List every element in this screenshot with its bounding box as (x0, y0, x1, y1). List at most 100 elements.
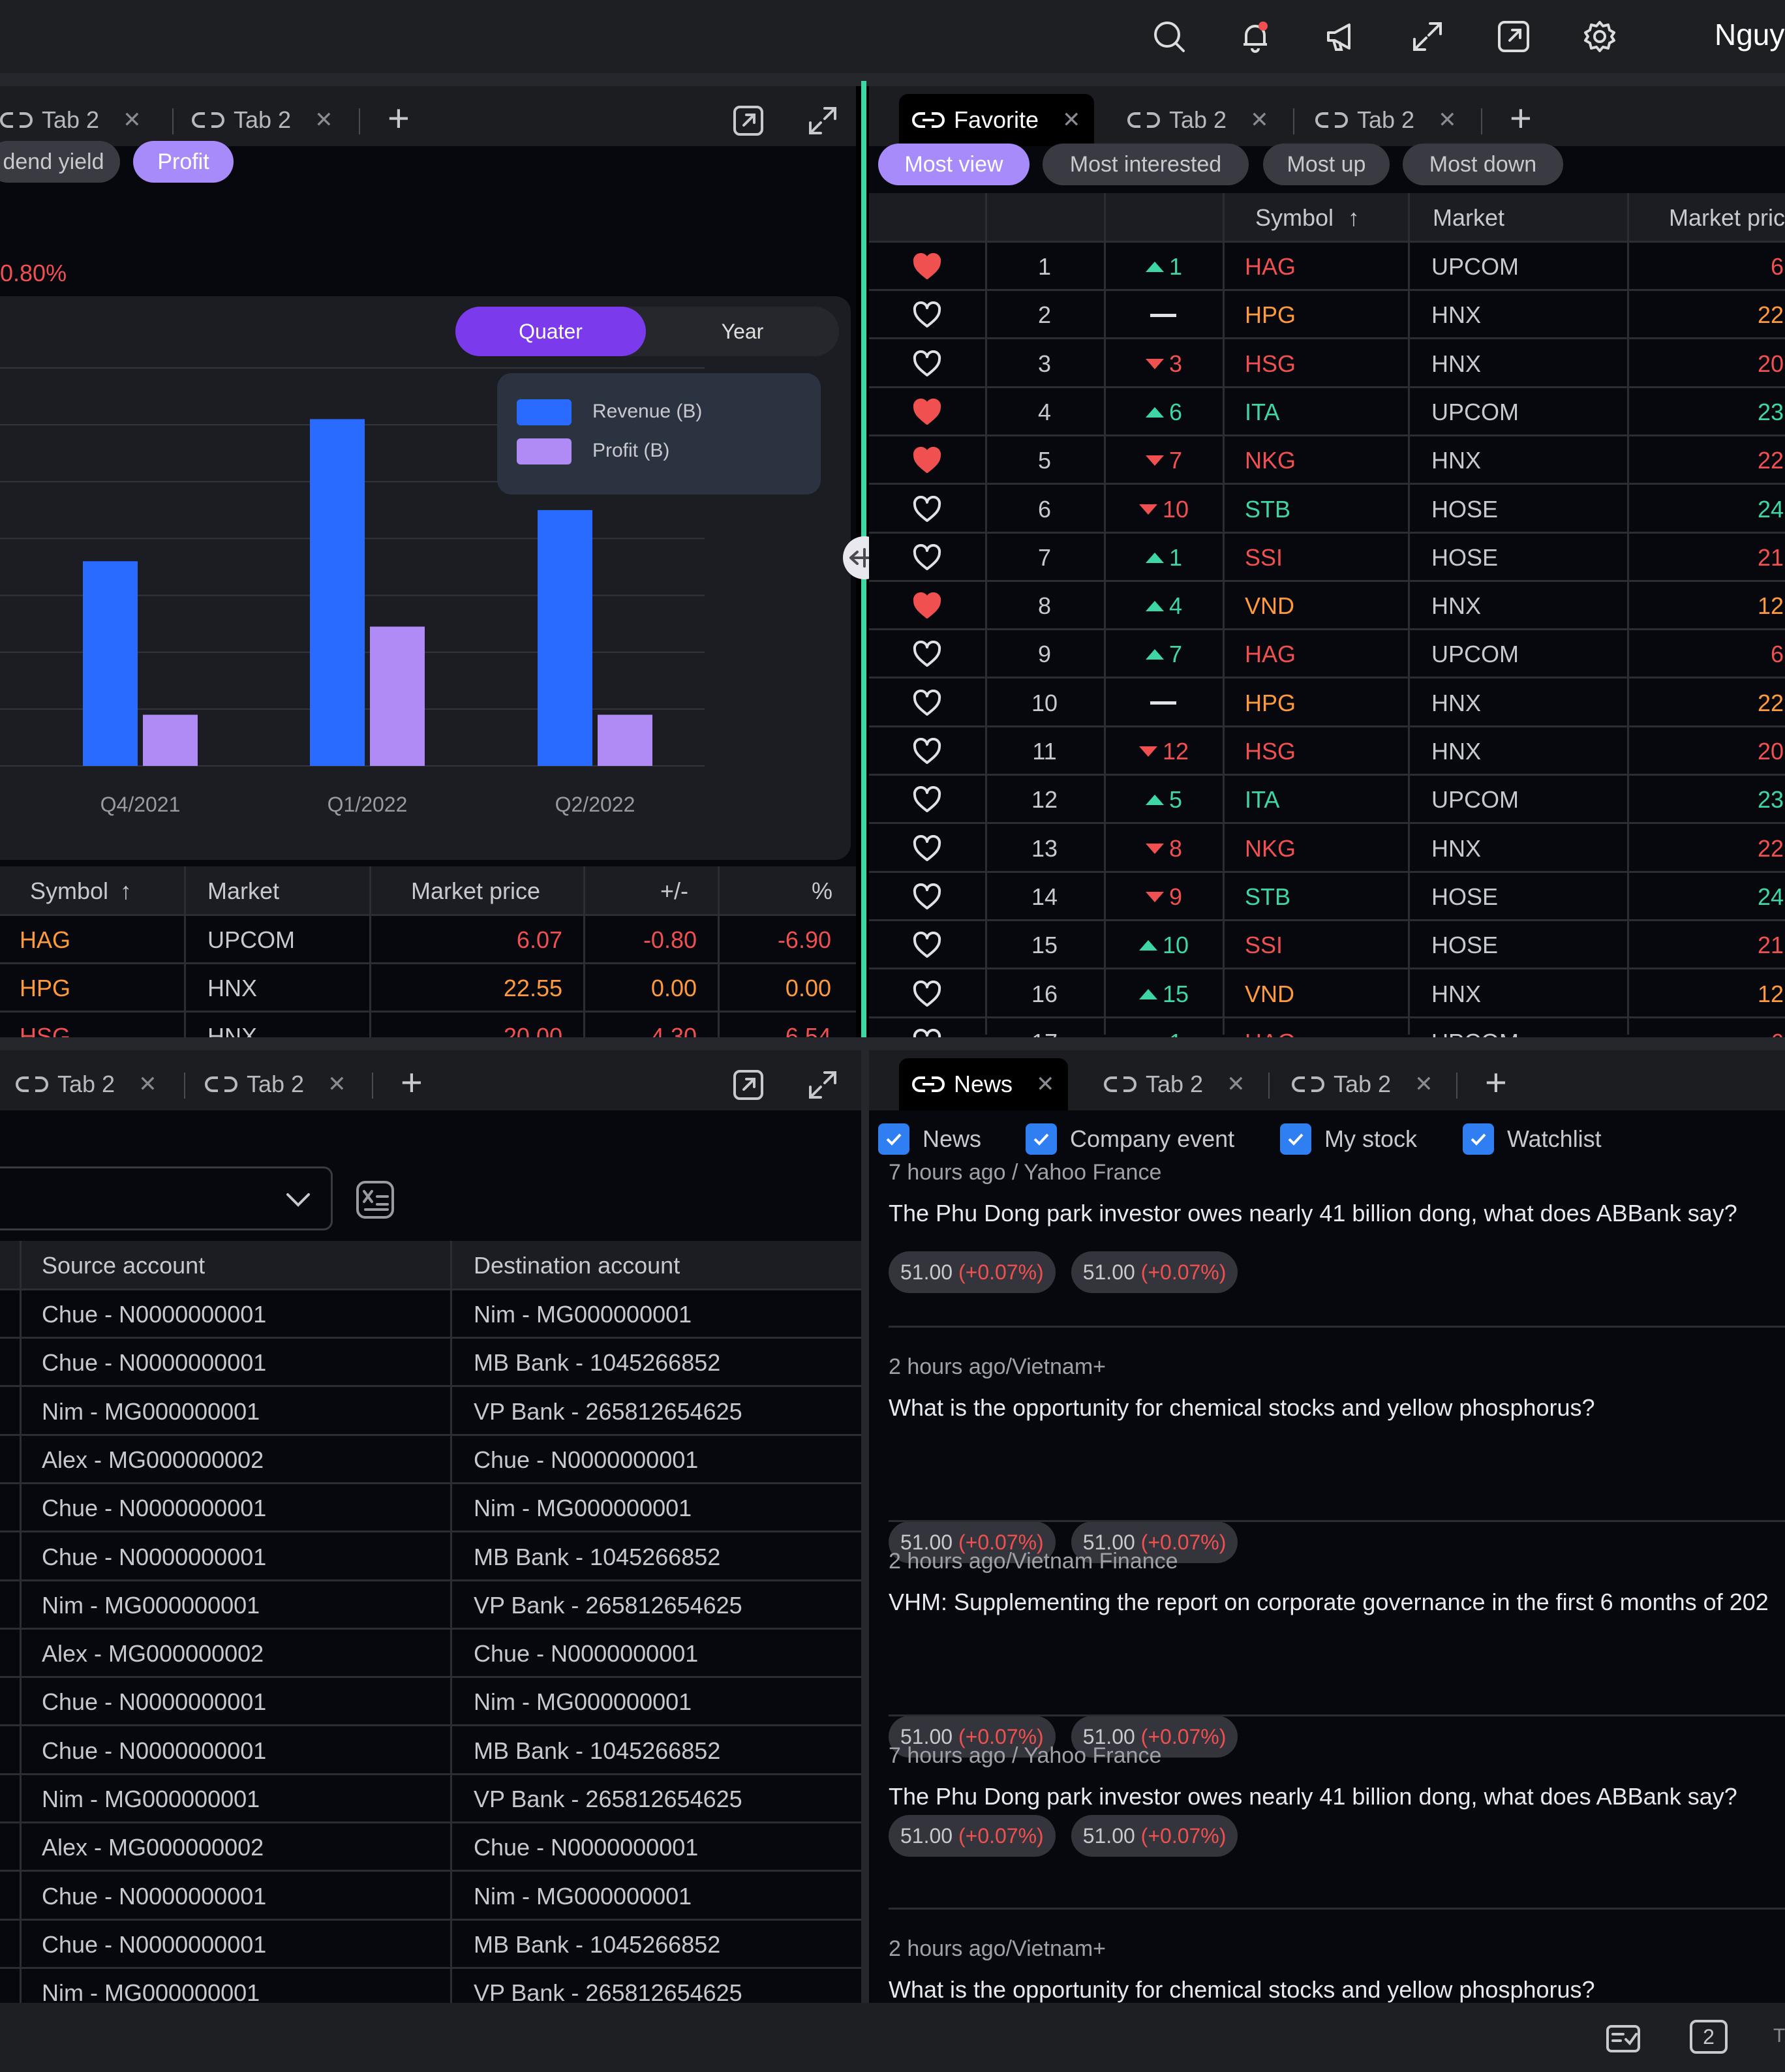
table-row[interactable]: Nim - MG000000001 VP Bank - 265812654625 (0, 1775, 861, 1823)
table-row[interactable]: Chue - N0000000001 Nim - MG000000001 (0, 1290, 861, 1339)
column-header-price[interactable]: Market pric (1669, 204, 1785, 231)
tab-news-2[interactable]: Tab 2 ✕ (1104, 1058, 1245, 1110)
close-icon[interactable]: ✕ (1062, 108, 1081, 132)
table-row[interactable]: Alex - MG000000002 Chue - N0000000001 (0, 1823, 861, 1872)
cell-symbol[interactable]: HPG (1245, 689, 1296, 716)
table-row[interactable]: 1 1 HAG UPCOM 6 (869, 243, 1785, 291)
cell-symbol[interactable]: VND (1245, 592, 1295, 620)
table-row[interactable]: 13 8 NKG HNX 22 (869, 825, 1785, 873)
heart-outline-icon[interactable] (912, 873, 942, 921)
stock-chip[interactable]: 51.00 (+0.07%) (1071, 1815, 1238, 1857)
close-icon[interactable]: ✕ (138, 1072, 157, 1097)
news-title[interactable]: VHM: Supplementing the report on corpora… (889, 1589, 1769, 1615)
news-title[interactable]: What is the opportunity for chemical sto… (889, 1394, 1595, 1421)
cell-symbol[interactable]: STB (1245, 495, 1291, 523)
filter-dividend-yield[interactable]: dend yield (0, 141, 120, 183)
cell-symbol[interactable]: SSI (1245, 932, 1283, 959)
popout-icon[interactable] (732, 104, 765, 137)
filter-news-checkbox[interactable]: News (878, 1123, 981, 1155)
add-tab-button[interactable]: + (1510, 97, 1532, 140)
news-title[interactable]: The Phu Dong park investor owes nearly 4… (889, 1200, 1737, 1226)
cell-symbol[interactable]: NKG (1245, 447, 1296, 474)
cell-symbol[interactable]: SSI (1245, 543, 1283, 571)
heart-outline-icon[interactable] (912, 1018, 942, 1037)
table-row[interactable]: 10 HPG HNX 22 (869, 679, 1785, 727)
heart-outline-icon[interactable] (912, 630, 942, 678)
cell-symbol[interactable]: STB (1245, 883, 1291, 910)
table-row[interactable]: 9 7 HAG UPCOM 6 (869, 630, 1785, 679)
table-row[interactable]: 171 HAG UPCOM 6 (869, 1018, 1785, 1037)
cell-symbol[interactable]: HSG (1245, 738, 1296, 765)
tab-favorite-2[interactable]: Tab 2 ✕ (1127, 94, 1269, 146)
column-header-destination[interactable]: Destination account (474, 1252, 680, 1279)
filter-most-down[interactable]: Most down (1403, 144, 1563, 185)
table-row[interactable]: Nim - MG000000001 VP Bank - 265812654625 (0, 1388, 861, 1436)
expand-icon[interactable] (806, 104, 839, 137)
popout-icon[interactable] (732, 1069, 765, 1101)
horizontal-splitter[interactable] (0, 1037, 1785, 1050)
heart-outline-icon[interactable] (912, 340, 942, 388)
filter-my-stock-checkbox[interactable]: My stock (1280, 1123, 1417, 1155)
heart-outline-icon[interactable] (912, 679, 942, 727)
cell-symbol[interactable]: HPG (1245, 301, 1296, 329)
table-row[interactable]: 11 12 HSG HNX 20 (869, 727, 1785, 776)
cell-symbol[interactable]: ITA (1245, 786, 1280, 814)
stock-chip[interactable]: 51.00 (+0.07%) (889, 1815, 1056, 1857)
close-icon[interactable]: ✕ (314, 108, 333, 132)
tab-news-3[interactable]: Tab 2 ✕ (1292, 1058, 1433, 1110)
table-row[interactable]: 2 HPG HNX 22 (869, 291, 1785, 340)
filter-company-event-checkbox[interactable]: Company event (1026, 1123, 1234, 1155)
add-tab-button[interactable]: + (401, 1061, 423, 1104)
tab-chart-2[interactable]: Tab 2 ✕ (192, 94, 333, 146)
expand-icon[interactable] (1409, 18, 1446, 55)
column-header-symbol[interactable]: Symbol ↑ (1255, 204, 1360, 231)
add-tab-button[interactable]: + (388, 97, 410, 140)
tab-chart-1[interactable]: Tab 2 ✕ (0, 94, 142, 146)
table-row[interactable]: Alex - MG000000002 Chue - N0000000001 (0, 1436, 861, 1484)
heart-outline-icon[interactable] (912, 776, 942, 824)
filter-profit[interactable]: Profit (133, 141, 234, 183)
tab-transfer-1[interactable]: Tab 2 ✕ (16, 1058, 157, 1110)
heart-outline-icon[interactable] (912, 485, 942, 534)
table-row[interactable]: Alex - MG000000002 Chue - N0000000001 (0, 1630, 861, 1679)
close-icon[interactable]: ✕ (1227, 1072, 1245, 1097)
cell-symbol[interactable]: VND (1245, 980, 1295, 1007)
window-count-badge[interactable]: 2 (1690, 2020, 1728, 2054)
bar-profit[interactable] (143, 714, 198, 766)
cell-symbol[interactable]: ITA (1245, 398, 1280, 425)
table-row[interactable]: Nim - MG000000001 VP Bank - 265812654625 (0, 1581, 861, 1630)
cell-symbol[interactable]: HAG (1245, 1018, 1296, 1037)
news-item[interactable]: 2 hours ago/Vietnam+ What is the opportun… (889, 1354, 1785, 1563)
add-tab-button[interactable]: + (1485, 1061, 1507, 1104)
column-header-market[interactable]: Market (1433, 204, 1505, 231)
bar-revenue[interactable] (310, 419, 365, 766)
table-row[interactable]: 14 9 STB HOSE 24 (869, 873, 1785, 921)
bar-profit[interactable] (598, 714, 652, 766)
news-item[interactable]: 2 hours ago/Vietnam+ What is the opportun… (889, 1936, 1785, 2003)
stock-chip[interactable]: 51.00 (+0.07%) (1071, 1716, 1238, 1758)
username-label[interactable]: Nguy (1715, 18, 1785, 52)
table-row[interactable]: 5 7 NKG HNX 22 (869, 436, 1785, 485)
table-row[interactable]: 4 6 ITA UPCOM 23 (869, 388, 1785, 436)
heart-outline-icon[interactable] (912, 825, 942, 873)
account-select[interactable] (0, 1166, 333, 1230)
table-row[interactable]: 15 10 SSI HOSE 21 (869, 921, 1785, 970)
news-title[interactable]: What is the opportunity for chemical sto… (889, 1976, 1595, 2003)
table-row[interactable]: Chue - N0000000001 MB Bank - 1045266852 (0, 1533, 861, 1581)
news-item[interactable]: 7 hours ago / Yahoo France The Phu Dong p… (889, 1160, 1785, 1349)
filter-watchlist-checkbox[interactable]: Watchlist (1463, 1123, 1602, 1155)
cell-symbol[interactable]: HAG (1245, 253, 1296, 280)
stock-chip[interactable]: 51.00 (+0.07%) (889, 1521, 1056, 1563)
close-icon[interactable]: ✕ (1036, 1072, 1055, 1097)
table-row[interactable]: Nim - MG000000001 VP Bank - 265812654625 (0, 1969, 861, 2003)
close-icon[interactable]: ✕ (123, 108, 142, 132)
news-item[interactable]: 2 hours ago/Vietnam Finance VHM: Suppleme… (889, 1549, 1785, 1758)
toggle-quarter[interactable]: Quater (455, 307, 646, 356)
toggle-year[interactable]: Year (721, 319, 764, 343)
table-row[interactable]: 6 10 STB HOSE 24 (869, 485, 1785, 534)
cell-symbol[interactable]: HAG (1245, 641, 1296, 668)
close-icon[interactable]: ✕ (1414, 1072, 1433, 1097)
news-item[interactable]: 7 hours ago / Yahoo France The Phu Dong p… (889, 1743, 1785, 1932)
table-row[interactable]: Chue - N0000000001 Nim - MG000000001 (0, 1872, 861, 1921)
heart-filled-icon[interactable] (912, 582, 942, 630)
